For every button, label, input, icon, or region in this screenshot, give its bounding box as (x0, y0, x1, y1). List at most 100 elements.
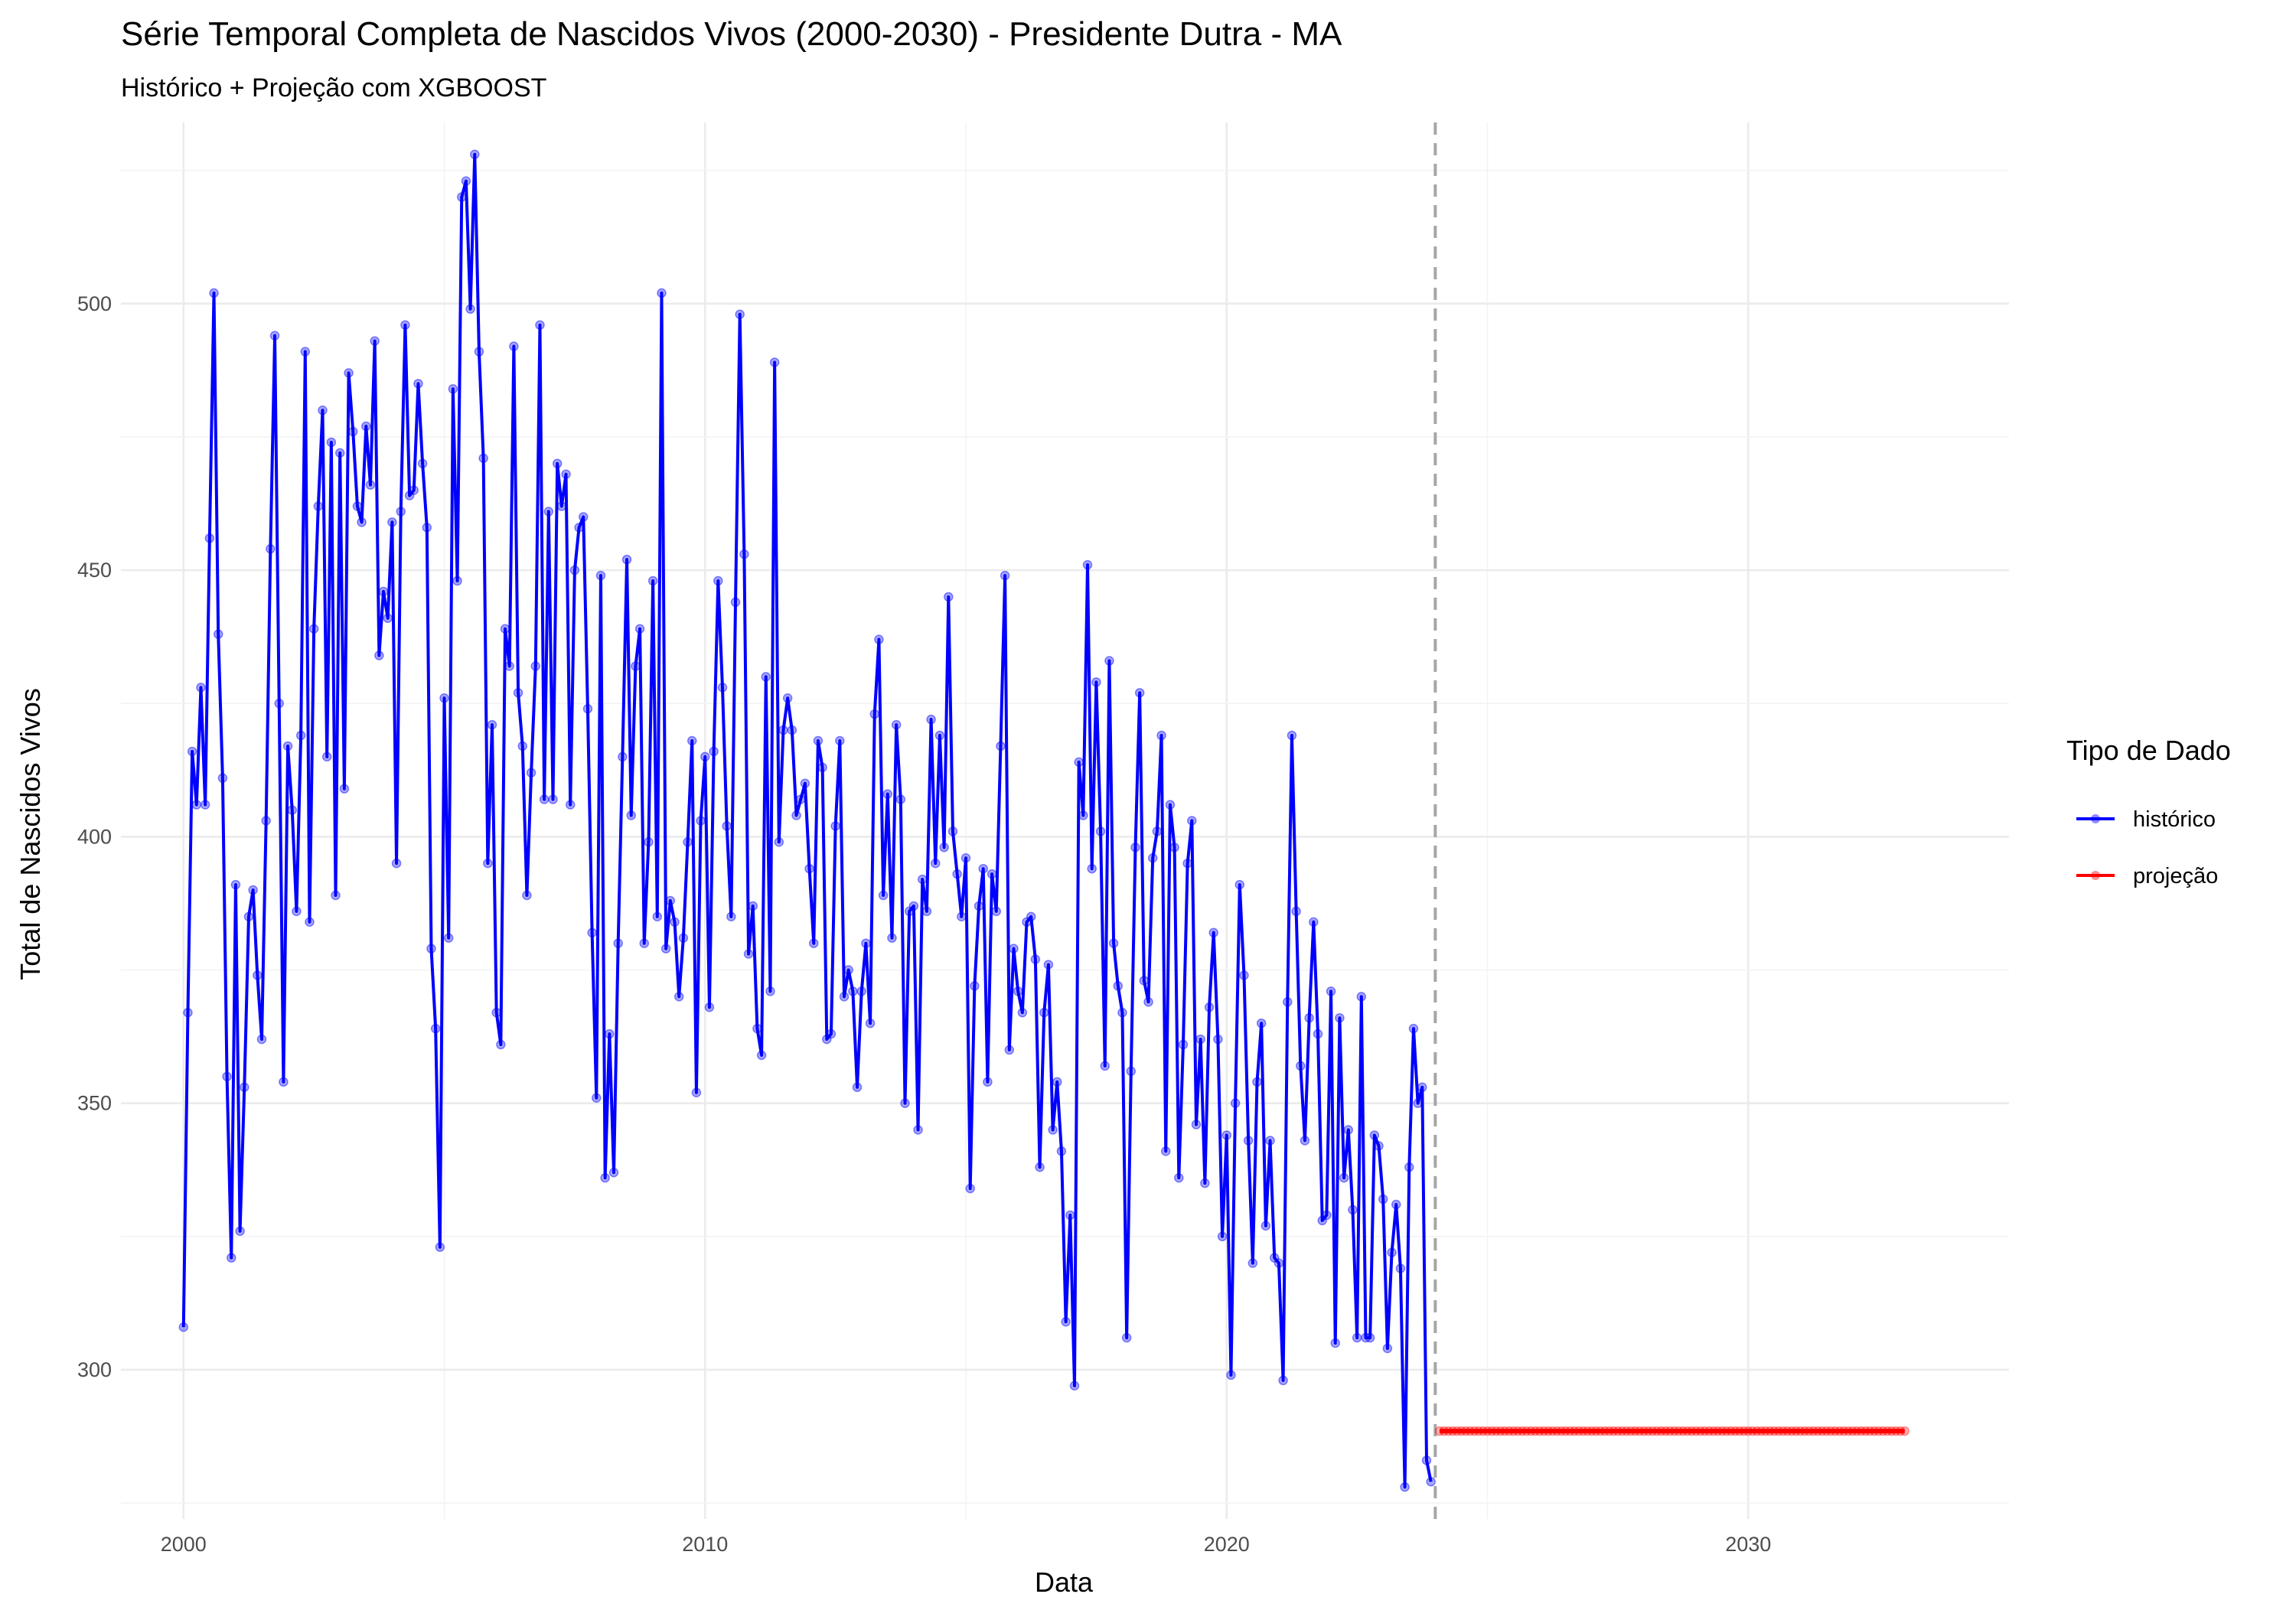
data-point-projecao (1721, 1426, 1732, 1436)
data-point-historico (1387, 1247, 1397, 1257)
data-point-projecao (1752, 1426, 1762, 1436)
data-point-historico (1335, 1012, 1345, 1023)
data-point-projecao (1469, 1426, 1479, 1436)
y-tick-label: 300 (77, 1358, 112, 1381)
data-point-projecao (1604, 1426, 1614, 1436)
data-point-projecao (1678, 1426, 1688, 1436)
legend-key-point-projecao (2091, 871, 2100, 880)
data-point-historico (274, 699, 284, 709)
legend: Tipo de Dado histórico projeção (2066, 735, 2231, 888)
data-point-projecao (1851, 1426, 1862, 1436)
x-tick-label: 2020 (1204, 1533, 1250, 1556)
data-point-projecao (1486, 1426, 1497, 1436)
data-point-projecao (1756, 1426, 1766, 1436)
data-point-historico (1069, 1380, 1080, 1391)
data-point-historico (817, 762, 827, 773)
data-point-historico (1404, 1162, 1414, 1172)
legend-item-projecao: projeção (2076, 864, 2218, 888)
legend-label-historico: histórico (2133, 807, 2216, 832)
data-point-projecao (1443, 1426, 1453, 1436)
data-point-historico (769, 357, 780, 367)
data-point-historico (209, 288, 219, 298)
data-point-historico (413, 379, 423, 389)
data-point-historico (1252, 1077, 1262, 1087)
data-point-historico (1339, 1172, 1349, 1183)
data-point-historico (826, 1028, 837, 1039)
data-point-projecao (1825, 1426, 1836, 1436)
data-point-historico (822, 1034, 832, 1045)
data-point-historico (1078, 810, 1088, 820)
data-point-historico (1178, 1039, 1189, 1050)
data-point-historico (548, 794, 558, 804)
data-point-historico (944, 592, 954, 602)
y-tick-label: 500 (77, 292, 112, 315)
data-point-historico (326, 437, 337, 448)
data-point-historico (200, 800, 210, 810)
data-point-historico (683, 837, 693, 847)
series-historico (178, 149, 1436, 1492)
data-point-historico (1204, 1002, 1215, 1012)
data-point-historico (196, 683, 206, 693)
data-point-historico (400, 320, 410, 330)
data-point-projecao (1799, 1426, 1810, 1436)
data-point-historico (1239, 970, 1249, 980)
data-point-historico (1269, 1253, 1280, 1263)
data-point-historico (696, 816, 706, 826)
data-point-historico (456, 192, 467, 202)
data-point-historico (1378, 1194, 1388, 1204)
data-point-historico (292, 906, 302, 917)
data-point-historico (552, 458, 563, 469)
data-point-projecao (1482, 1426, 1492, 1436)
data-point-projecao (1865, 1426, 1875, 1436)
data-point-historico (739, 549, 749, 559)
data-point-historico (574, 523, 584, 533)
x-tick-label: 2010 (682, 1533, 728, 1556)
data-point-historico (483, 858, 493, 869)
legend-key-point-historico (2091, 814, 2100, 823)
data-point-historico (1082, 559, 1093, 570)
data-point-projecao (1439, 1426, 1449, 1436)
data-point-projecao (1773, 1426, 1784, 1436)
data-point-historico (1152, 826, 1163, 836)
data-point-historico (592, 1093, 602, 1103)
data-point-historico (782, 693, 793, 703)
data-point-projecao (1587, 1426, 1597, 1436)
series-line-historico (181, 152, 1433, 1489)
data-point-projecao (1434, 1426, 1445, 1436)
data-point-historico (1234, 879, 1245, 890)
data-point-historico (1352, 1332, 1362, 1343)
data-point-historico (934, 730, 945, 741)
data-point-historico (1226, 1370, 1236, 1380)
data-point-historico (761, 672, 771, 682)
data-point-historico (1108, 938, 1119, 948)
data-point-projecao (1708, 1426, 1719, 1436)
data-point-projecao (1552, 1426, 1562, 1436)
data-point-historico (217, 773, 228, 784)
data-point-historico (1274, 1258, 1284, 1268)
data-point-historico (852, 1082, 863, 1093)
data-point-projecao (1804, 1426, 1815, 1436)
data-point-historico (1048, 1125, 1058, 1135)
data-point-historico (939, 843, 949, 852)
data-point-historico (644, 837, 654, 847)
data-point-historico (709, 746, 719, 757)
x-tick-label: 2030 (1725, 1533, 1771, 1556)
data-point-historico (1247, 1258, 1258, 1268)
data-point-historico (308, 624, 319, 634)
data-point-projecao (1835, 1426, 1844, 1436)
data-point-historico (987, 869, 997, 879)
data-point-historico (509, 341, 519, 351)
data-point-projecao (1635, 1426, 1645, 1436)
data-point-historico (426, 944, 436, 953)
data-point-historico (300, 347, 311, 357)
data-point-historico (900, 1098, 910, 1108)
data-point-projecao (1648, 1426, 1658, 1436)
data-point-historico (500, 624, 510, 634)
y-axis-ticks: 300 350 400 450 500 (77, 292, 112, 1381)
chart-title: Série Temporal Completa de Nascidos Vivo… (121, 15, 1342, 53)
data-point-historico (313, 501, 324, 511)
data-point-projecao (1791, 1426, 1801, 1436)
data-point-historico (748, 901, 758, 911)
data-point-historico (722, 821, 732, 831)
data-point-historico (1326, 986, 1336, 996)
